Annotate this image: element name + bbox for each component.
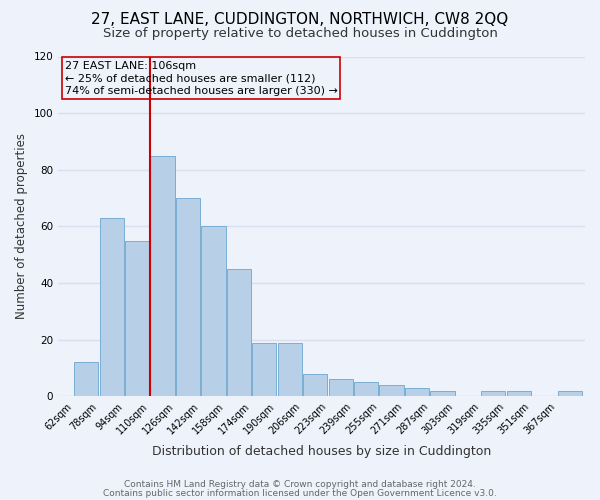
Text: Size of property relative to detached houses in Cuddington: Size of property relative to detached ho… xyxy=(103,28,497,40)
Bar xyxy=(74,362,98,396)
Bar xyxy=(557,390,582,396)
Bar xyxy=(354,382,378,396)
Bar xyxy=(100,218,124,396)
Bar xyxy=(176,198,200,396)
X-axis label: Distribution of detached houses by size in Cuddington: Distribution of detached houses by size … xyxy=(152,444,491,458)
Text: 27, EAST LANE, CUDDINGTON, NORTHWICH, CW8 2QQ: 27, EAST LANE, CUDDINGTON, NORTHWICH, CW… xyxy=(91,12,509,28)
Bar xyxy=(252,342,277,396)
Text: Contains public sector information licensed under the Open Government Licence v3: Contains public sector information licen… xyxy=(103,488,497,498)
Bar xyxy=(507,390,531,396)
Bar xyxy=(481,390,505,396)
Bar xyxy=(278,342,302,396)
Text: Contains HM Land Registry data © Crown copyright and database right 2024.: Contains HM Land Registry data © Crown c… xyxy=(124,480,476,489)
Bar xyxy=(202,226,226,396)
Bar xyxy=(379,385,404,396)
Bar xyxy=(303,374,328,396)
Bar xyxy=(151,156,175,396)
Y-axis label: Number of detached properties: Number of detached properties xyxy=(15,134,28,320)
Text: 74% of semi-detached houses are larger (330) →: 74% of semi-detached houses are larger (… xyxy=(65,86,338,96)
Text: ← 25% of detached houses are smaller (112): ← 25% of detached houses are smaller (11… xyxy=(65,74,315,84)
Bar xyxy=(227,269,251,396)
Bar xyxy=(405,388,429,396)
Bar xyxy=(430,390,455,396)
Bar xyxy=(62,56,340,99)
Text: 27 EAST LANE: 106sqm: 27 EAST LANE: 106sqm xyxy=(65,60,196,70)
Bar xyxy=(329,380,353,396)
Bar xyxy=(125,240,149,396)
